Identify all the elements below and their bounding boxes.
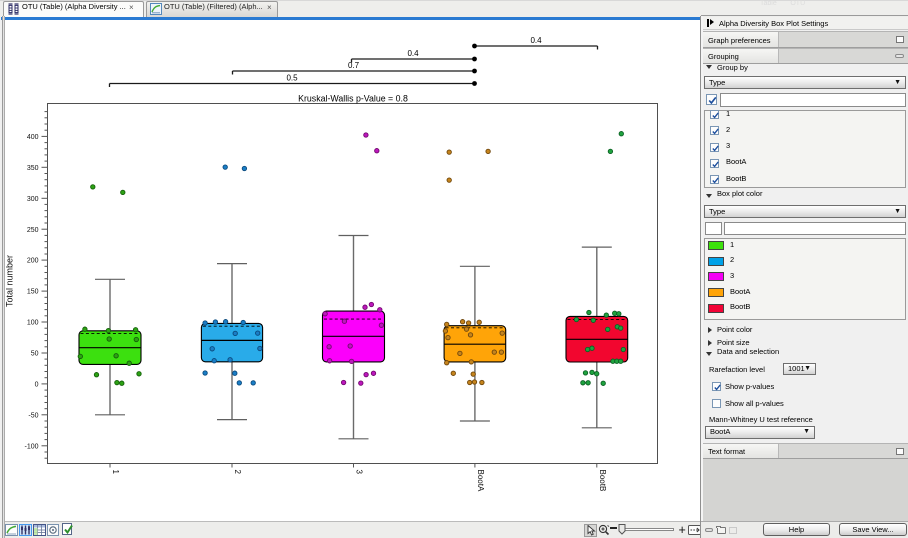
svg-text:0: 0 xyxy=(35,382,39,389)
svg-text:150: 150 xyxy=(27,289,39,296)
svg-text:-100: -100 xyxy=(24,443,38,450)
svg-text:Total number: Total number xyxy=(5,255,15,307)
svg-text:0.5: 0.5 xyxy=(286,73,298,82)
svg-text:250: 250 xyxy=(27,227,39,234)
svg-text:Kruskal-Wallis p-Value = 0.8: Kruskal-Wallis p-Value = 0.8 xyxy=(298,94,408,104)
svg-text:1: 1 xyxy=(111,470,120,475)
svg-text:-50: -50 xyxy=(28,412,38,419)
svg-text:200: 200 xyxy=(27,258,39,265)
svg-text:0.4: 0.4 xyxy=(530,36,542,45)
svg-text:350: 350 xyxy=(27,165,39,172)
svg-text:BootB: BootB xyxy=(598,470,607,492)
svg-text:100: 100 xyxy=(27,320,39,327)
svg-text:3: 3 xyxy=(355,470,364,475)
svg-text:50: 50 xyxy=(31,351,39,358)
svg-text:0.4: 0.4 xyxy=(407,49,419,58)
svg-text:400: 400 xyxy=(27,134,39,141)
svg-text:0.7: 0.7 xyxy=(348,61,360,70)
svg-text:BootA: BootA xyxy=(476,470,485,492)
svg-text:300: 300 xyxy=(27,196,39,203)
svg-text:2: 2 xyxy=(233,470,242,475)
